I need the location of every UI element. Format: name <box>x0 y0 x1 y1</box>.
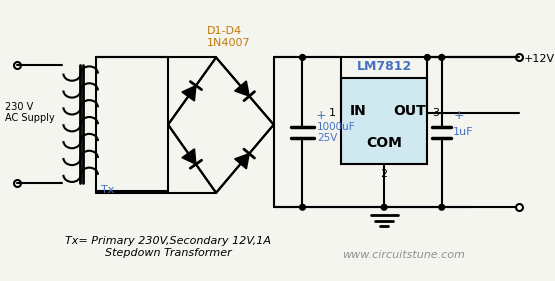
Polygon shape <box>182 86 196 101</box>
Text: COM: COM <box>366 136 402 150</box>
Text: 3: 3 <box>432 108 439 118</box>
Text: 2: 2 <box>381 169 388 179</box>
Text: 1: 1 <box>329 108 336 118</box>
Text: +: + <box>316 109 326 122</box>
Circle shape <box>300 55 305 60</box>
Text: Tx= Primary 230V,Secondary 12V,1A
Stepdown Transformer: Tx= Primary 230V,Secondary 12V,1A Stepdo… <box>65 236 271 258</box>
Text: +12V: +12V <box>523 54 554 64</box>
Text: LM7812: LM7812 <box>356 60 412 73</box>
Text: IN: IN <box>350 104 366 118</box>
Text: +: + <box>453 109 464 122</box>
FancyBboxPatch shape <box>341 78 427 164</box>
Polygon shape <box>182 149 196 164</box>
Text: www.circuitstune.com: www.circuitstune.com <box>342 250 465 260</box>
Text: D1-D4
1N4007: D1-D4 1N4007 <box>206 26 250 48</box>
Text: 1uF: 1uF <box>453 127 474 137</box>
Polygon shape <box>235 81 249 96</box>
Text: 1000uF
25V: 1000uF 25V <box>317 122 356 143</box>
Text: Tx: Tx <box>101 185 114 195</box>
Circle shape <box>425 55 430 60</box>
Circle shape <box>300 204 305 210</box>
Text: OUT: OUT <box>393 104 426 118</box>
Circle shape <box>439 55 445 60</box>
Polygon shape <box>235 154 249 169</box>
Text: 230 V
AC Supply: 230 V AC Supply <box>5 102 54 123</box>
Circle shape <box>439 204 445 210</box>
Circle shape <box>381 204 387 210</box>
